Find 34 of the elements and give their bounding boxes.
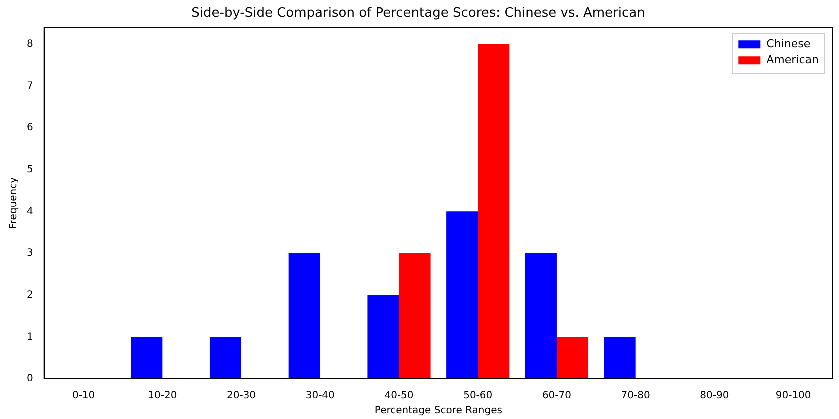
bar bbox=[478, 44, 510, 379]
x-tick-label: 50-60 bbox=[464, 390, 493, 402]
x-tick-label: 0-10 bbox=[72, 390, 96, 402]
x-tick-label: 20-30 bbox=[226, 390, 256, 402]
x-axis-title: Percentage Score Ranges bbox=[374, 406, 502, 417]
bar bbox=[288, 254, 320, 379]
legend-label: American bbox=[766, 53, 820, 66]
bar bbox=[210, 337, 242, 379]
bar bbox=[399, 254, 431, 379]
y-tick-label: 7 bbox=[26, 80, 34, 92]
y-tick-label: 5 bbox=[26, 164, 34, 176]
bar bbox=[368, 295, 400, 379]
y-tick-label: 4 bbox=[26, 206, 34, 218]
bar bbox=[525, 254, 557, 379]
x-tick-label: 90-100 bbox=[776, 390, 812, 402]
x-tick-label: 40-50 bbox=[384, 390, 414, 402]
y-tick-label: 6 bbox=[26, 122, 34, 134]
legend-label: Chinese bbox=[766, 37, 811, 50]
y-tick-label: 2 bbox=[26, 290, 34, 301]
bar bbox=[131, 337, 163, 379]
y-tick-label: 3 bbox=[26, 248, 34, 260]
x-tick-label: 70-80 bbox=[621, 390, 650, 402]
y-tick-label: 8 bbox=[26, 38, 34, 50]
y-tick-label: 0 bbox=[26, 374, 34, 385]
bar bbox=[556, 337, 589, 379]
x-tick-label: 60-70 bbox=[542, 390, 572, 402]
x-tick-label: 30-40 bbox=[306, 390, 335, 402]
chart-title: Side-by-Side Comparison of Percentage Scores: Chinese vs. American bbox=[192, 6, 646, 22]
y-tick-label: 1 bbox=[26, 332, 34, 343]
x-tick-label: 80-90 bbox=[700, 390, 730, 402]
bar bbox=[446, 212, 478, 379]
x-tick-label: 10-20 bbox=[148, 390, 178, 402]
bar bbox=[604, 337, 636, 379]
y-axis-title: Frequency bbox=[8, 177, 20, 230]
